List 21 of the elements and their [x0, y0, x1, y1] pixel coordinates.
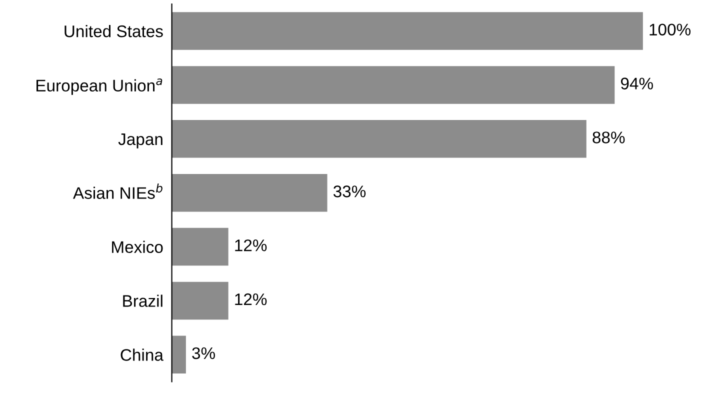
- y-tick-label: Brazil: [123, 294, 162, 307]
- y-tick-label: Asian NIEs$^{b}$: [73, 184, 162, 199]
- data-label: 100%: [650, 24, 691, 36]
- data-label: 12%: [235, 293, 267, 306]
- y-tick-label: United States: [64, 24, 163, 38]
- y-tick-label: Mexico: [112, 240, 163, 253]
- y-tick-label: European Union$^{a}$: [36, 78, 162, 95]
- data-label: 94%: [620, 78, 653, 90]
- data-label: 33%: [333, 186, 366, 198]
- bar: [172, 12, 643, 50]
- y-tick-label: China: [120, 348, 164, 361]
- data-label: 3%: [192, 347, 215, 360]
- bar: [172, 120, 586, 158]
- data-label: 88%: [592, 132, 625, 144]
- bar: [172, 336, 186, 374]
- bar: [172, 174, 328, 212]
- data-label: 12%: [235, 239, 267, 252]
- y-tick-label: Japan: [118, 133, 162, 148]
- bar: [172, 228, 228, 266]
- bar: [172, 282, 228, 320]
- bar: [172, 66, 615, 104]
